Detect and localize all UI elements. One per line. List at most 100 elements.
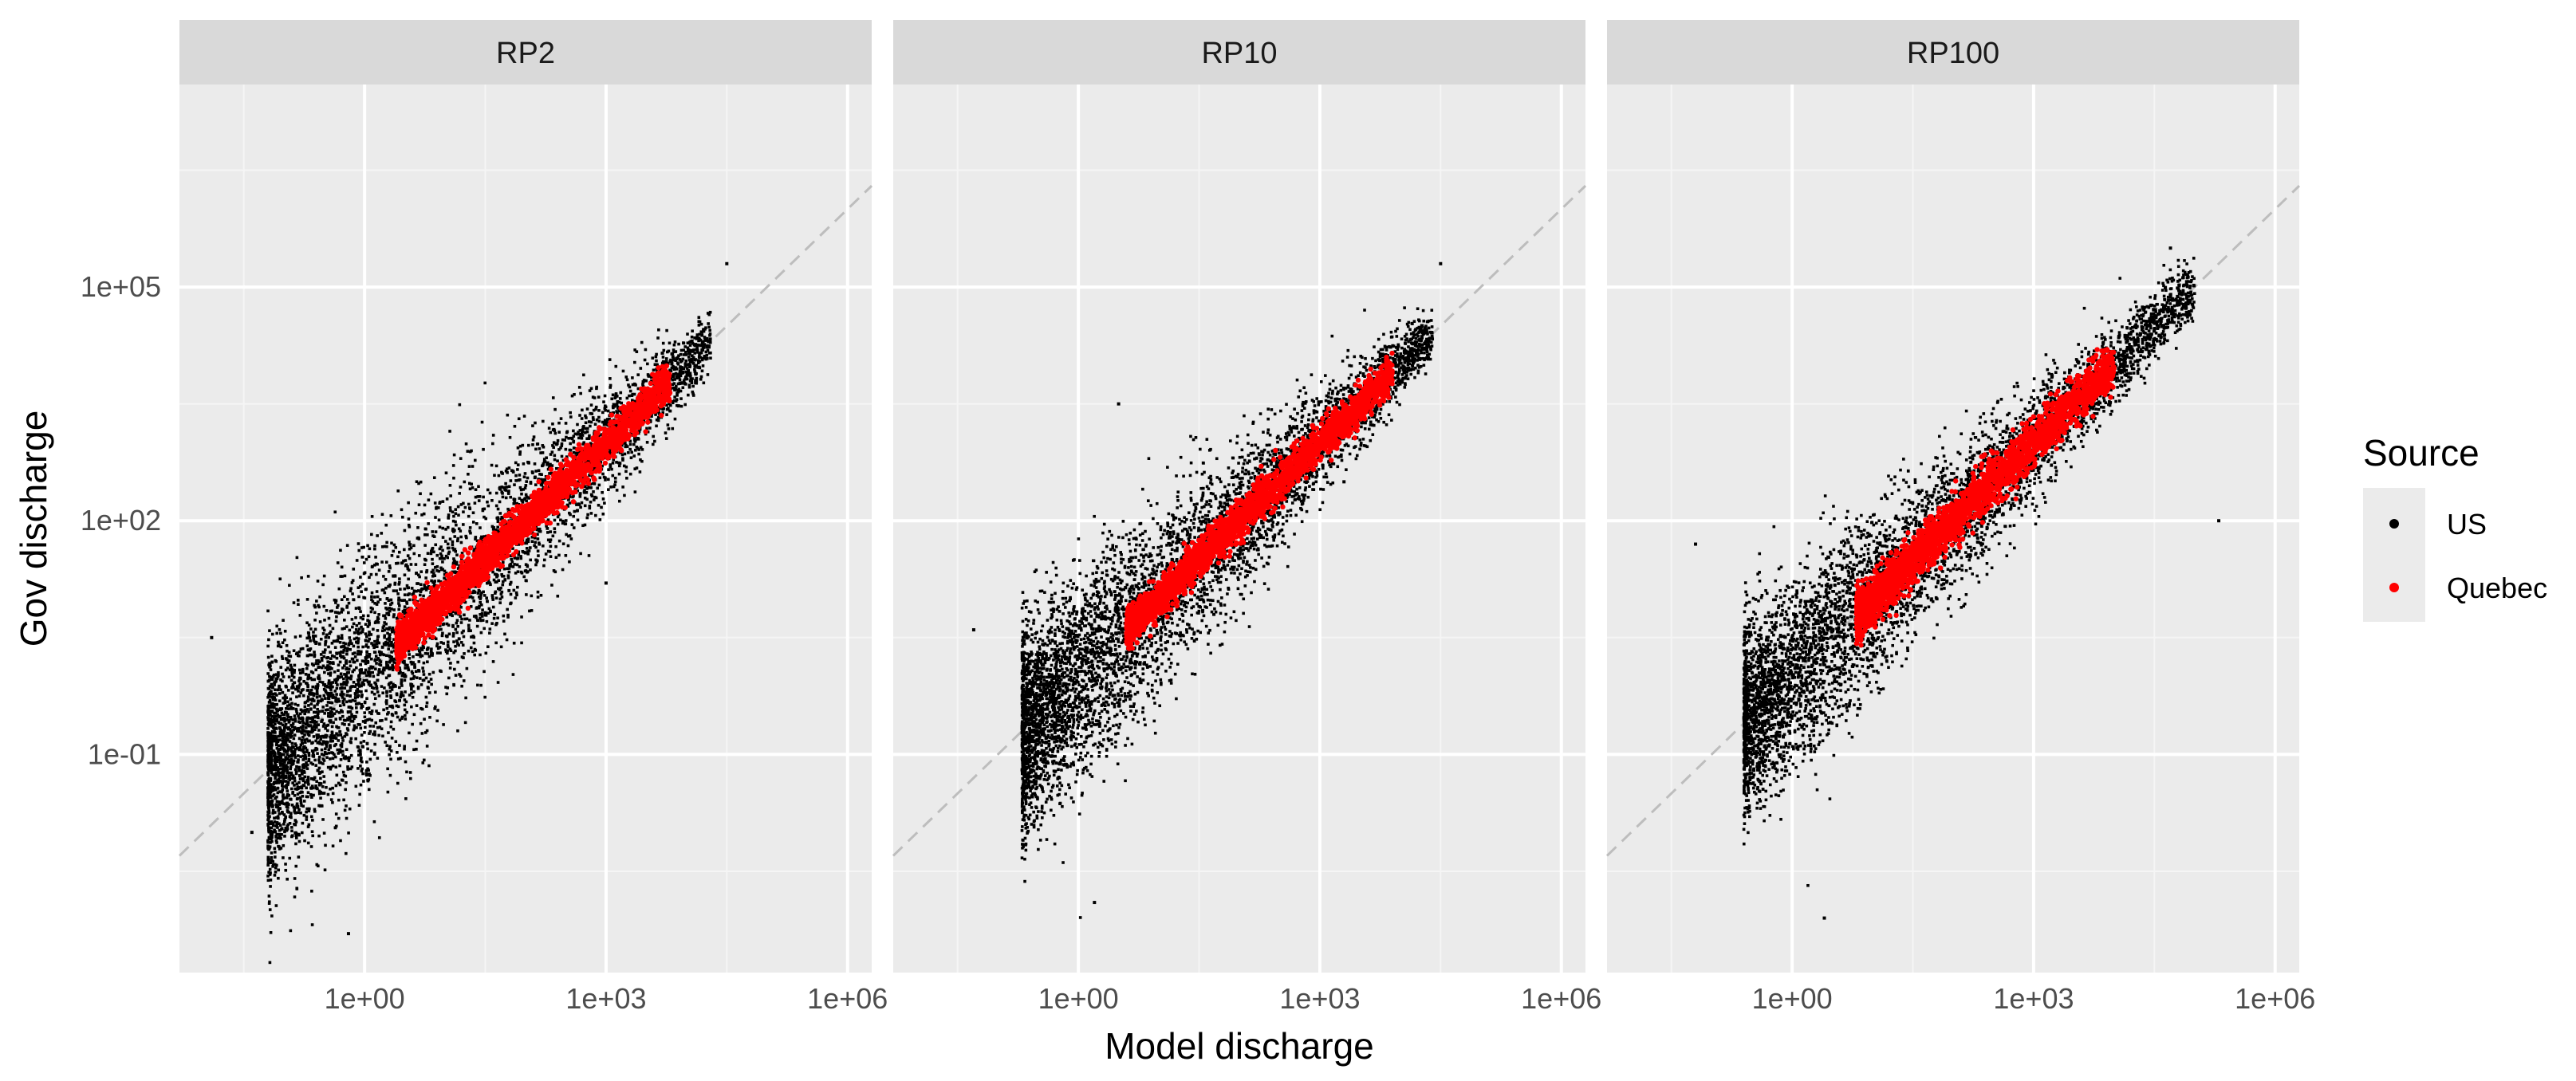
- us-point: [266, 655, 270, 659]
- us-point: [370, 595, 373, 599]
- us-point: [696, 359, 700, 363]
- us-point: [378, 651, 382, 654]
- us-point: [352, 568, 356, 571]
- us-point: [520, 641, 523, 645]
- us-point: [553, 570, 557, 574]
- us-point: [332, 721, 335, 725]
- us-point: [306, 677, 309, 681]
- us-point: [382, 624, 386, 627]
- us-point: [463, 721, 467, 725]
- us-point: [320, 658, 324, 662]
- us-point: [299, 743, 303, 747]
- us-point: [584, 421, 588, 425]
- us-point: [665, 328, 668, 332]
- us-point: [278, 692, 282, 695]
- us-point: [331, 681, 335, 684]
- us-point: [353, 637, 356, 641]
- us-point: [282, 702, 286, 705]
- us-point: [497, 474, 501, 478]
- us-point: [388, 773, 392, 777]
- us-point: [583, 485, 587, 489]
- us-point: [439, 568, 443, 572]
- us-point: [398, 668, 402, 672]
- us-point: [559, 446, 562, 450]
- us-point: [317, 699, 320, 703]
- us-point: [342, 645, 346, 648]
- us-point: [618, 499, 621, 503]
- us-point: [392, 574, 395, 578]
- us-point: [448, 430, 451, 433]
- us-point: [674, 387, 677, 390]
- us-point: [305, 786, 308, 790]
- us-point: [297, 720, 301, 724]
- us-point: [326, 701, 330, 704]
- us-point: [476, 495, 480, 498]
- us-point: [613, 480, 617, 484]
- us-point: [342, 664, 346, 667]
- us-point: [352, 680, 356, 684]
- us-point: [496, 574, 499, 577]
- us-point: [679, 389, 683, 393]
- us-point: [482, 447, 485, 451]
- us-point: [601, 411, 605, 415]
- us-point: [590, 412, 594, 415]
- us-point: [384, 741, 387, 744]
- us-point: [318, 735, 322, 738]
- us-point: [601, 490, 604, 494]
- us-point: [624, 375, 628, 379]
- us-point: [699, 351, 703, 355]
- us-point: [388, 583, 392, 587]
- us-point: [612, 458, 616, 462]
- us-point: [341, 722, 345, 725]
- us-point: [315, 733, 319, 737]
- us-point: [304, 701, 308, 704]
- us-point: [331, 786, 334, 790]
- us-point: [309, 627, 313, 631]
- us-point: [392, 682, 395, 686]
- us-point: [294, 707, 298, 711]
- us-point: [271, 692, 275, 696]
- us-point: [282, 776, 286, 780]
- us-point: [615, 489, 619, 492]
- us-point: [494, 596, 498, 600]
- us-point: [361, 772, 364, 776]
- us-point: [325, 745, 329, 749]
- us-point: [445, 635, 449, 639]
- us-point: [568, 534, 572, 537]
- us-point: [339, 839, 342, 843]
- us-point: [337, 752, 340, 755]
- us-point: [278, 753, 282, 757]
- us-point: [454, 512, 458, 516]
- us-point: [341, 682, 345, 686]
- us-point: [506, 471, 509, 474]
- us-point: [438, 624, 442, 627]
- us-point: [360, 659, 364, 662]
- us-point: [286, 761, 290, 765]
- us-point: [407, 668, 411, 672]
- us-point: [366, 544, 369, 548]
- us-point: [293, 823, 296, 826]
- us-point: [310, 699, 314, 702]
- us-point: [447, 611, 451, 615]
- us-point: [380, 685, 384, 688]
- us-point: [408, 598, 412, 602]
- us-point: [375, 662, 378, 665]
- us-point: [324, 685, 327, 688]
- us-point: [330, 701, 334, 705]
- us-point: [470, 449, 473, 453]
- us-point: [384, 676, 388, 680]
- us-point: [273, 764, 277, 768]
- us-point: [454, 644, 457, 648]
- us-point: [652, 434, 656, 438]
- us-point: [617, 472, 621, 476]
- us-point: [496, 616, 499, 620]
- us-point: [269, 879, 273, 882]
- us-point: [342, 677, 345, 681]
- us-point: [335, 652, 339, 655]
- us-point: [632, 438, 636, 442]
- us-point: [376, 534, 379, 537]
- us-point: [445, 622, 449, 626]
- us-point: [274, 855, 277, 859]
- us-point: [359, 576, 362, 579]
- us-point: [415, 480, 419, 484]
